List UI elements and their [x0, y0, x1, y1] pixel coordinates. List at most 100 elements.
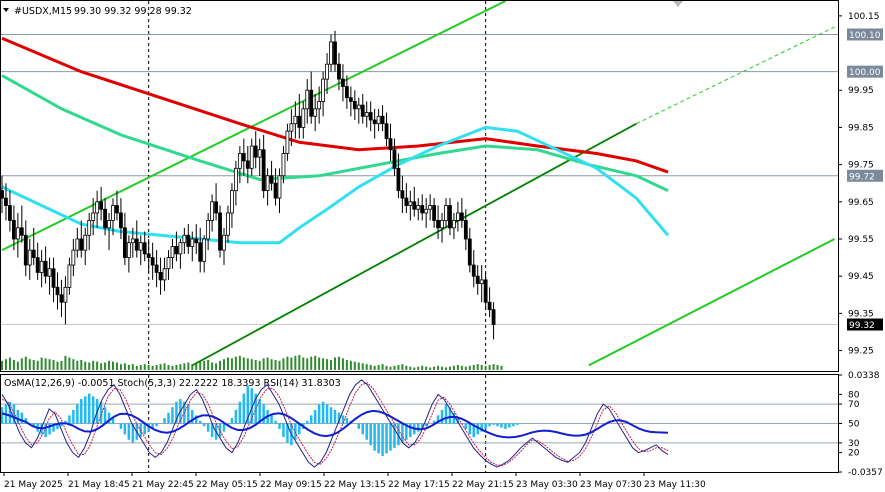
candle-body [424, 208, 429, 214]
candle-body [352, 101, 357, 110]
candle-body [452, 219, 456, 229]
candle-body [269, 175, 274, 184]
candle-body [337, 63, 341, 80]
candle-body [305, 89, 310, 110]
price-tick-label: 99.65 [848, 198, 874, 208]
candle-body [146, 253, 151, 258]
candle-body [249, 145, 254, 169]
candle-body [455, 212, 460, 221]
candle-body [222, 234, 226, 251]
candle-body [126, 242, 131, 258]
candle-body [483, 279, 488, 303]
candle-body [467, 238, 472, 266]
candle-body [392, 149, 397, 169]
channel-line[interactable] [1, 0, 506, 252]
candle-body [253, 145, 258, 158]
candle-body [416, 205, 421, 210]
time-tick-label: 22 May 13:15 [324, 480, 386, 490]
candle-body [301, 108, 306, 128]
candle-body [475, 275, 480, 285]
candle-body [281, 153, 286, 177]
candle-body [198, 242, 203, 262]
price-tick-label: 99.55 [848, 235, 874, 245]
candle-body [261, 149, 266, 192]
candle-body [444, 205, 448, 221]
candle-body [396, 167, 401, 192]
candle-body [257, 149, 262, 158]
candle-body [103, 208, 107, 229]
candle-body [4, 197, 8, 206]
candle-body [51, 268, 56, 288]
candle-body [194, 238, 199, 244]
rsi-line [1, 409, 669, 439]
channel-lines[interactable] [1, 0, 835, 367]
candle-body [166, 257, 171, 270]
candle-body [170, 246, 175, 258]
candle-body [412, 201, 417, 210]
candle-body [35, 257, 40, 273]
candle-body [237, 153, 242, 169]
stoch-main-line [1, 379, 669, 468]
candle-body [380, 115, 385, 125]
ohlc-label: 99.30 99.32 99.28 99.32 [74, 6, 192, 17]
candle-body [428, 205, 433, 210]
price-level-tag [847, 169, 883, 182]
candle-body [79, 238, 84, 251]
candle-body [95, 201, 100, 214]
price-axis: 100.15 99.95 99.85 99.75 99.65 99.55 99.45 99.3… [838, 12, 880, 357]
time-tick-label: 22 May 05:15 [196, 480, 258, 490]
shift-marker-icon[interactable] [673, 1, 683, 7]
osc-tick-label: 30 [848, 439, 860, 449]
dropdown-arrow-icon[interactable] [3, 8, 9, 12]
candle-body [142, 242, 147, 255]
candle-body [376, 115, 381, 125]
osc-tick-label: 80 [848, 390, 860, 400]
osc-tick-label: 0.0338 [848, 371, 880, 381]
candle-body [309, 89, 314, 117]
candle-body [277, 175, 282, 199]
price-level-lines [0, 33, 838, 326]
current-price-label: 99.32 [849, 321, 875, 331]
candle-body [368, 112, 373, 121]
osc-tick-label: 20 [848, 449, 860, 459]
channel-line[interactable] [588, 238, 835, 367]
candle-body [15, 227, 20, 240]
candle-body [321, 78, 326, 102]
time-tick-label: 22 May 21:15 [452, 480, 514, 490]
candlesticks [0, 30, 496, 340]
trend-line-inner [192, 123, 637, 366]
candle-body [404, 197, 409, 206]
candle-body [138, 242, 143, 251]
candle-body [364, 112, 369, 117]
candle-body [154, 264, 159, 273]
candle-body [214, 201, 218, 214]
candle-body [479, 279, 484, 285]
candle-body [11, 219, 16, 240]
candle-body [372, 119, 377, 125]
candle-body [178, 242, 183, 255]
candle-body [400, 190, 405, 199]
main-price-panel [0, 0, 838, 472]
candle-body [348, 97, 353, 102]
channel-line[interactable] [636, 26, 835, 125]
time-tick-label: 23 May 07:30 [580, 480, 642, 490]
candle-body [491, 309, 496, 325]
candle-body [341, 78, 345, 87]
time-tick-label: 21 May 18:45 [68, 480, 130, 490]
candle-body [55, 286, 60, 296]
price-level-tags: 100.10 100.00 99.72 99.32 [847, 28, 883, 331]
candle-body [233, 167, 238, 192]
ma-green-line [1, 74, 669, 192]
candle-body [162, 268, 167, 281]
candle-body [182, 234, 187, 244]
candle-body [230, 190, 234, 214]
candle-body [388, 138, 393, 151]
price-level-tag [847, 65, 883, 78]
price-level-tag [847, 28, 883, 41]
candle-body [226, 212, 230, 236]
time-axis: 21 May 2025 21 May 18:45 21 May 22:45 22 Ma… [3, 472, 706, 490]
current-price-tag [847, 318, 883, 331]
candle-body [134, 238, 139, 251]
